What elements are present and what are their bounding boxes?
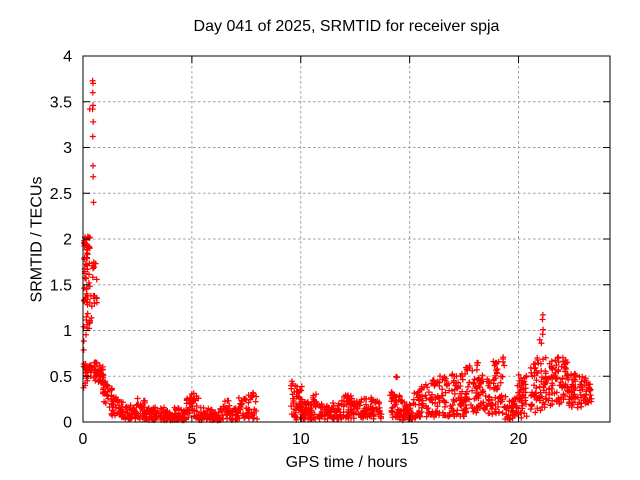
x-axis-label: GPS time / hours <box>285 454 408 471</box>
tick-labels: 0 5 10 15 20 0 0.5 1 1.5 2 2.5 3 3.5 4 <box>50 49 528 449</box>
x-tick-label: 20 <box>510 431 528 448</box>
y-tick-label: 1 <box>63 323 72 340</box>
y-tick-label: 1.5 <box>50 277 72 294</box>
y-tick-label: 0.5 <box>50 369 72 386</box>
scatter-points <box>80 77 595 424</box>
y-tick-label: 4 <box>63 49 72 66</box>
gridlines <box>83 56 610 422</box>
y-tick-label: 3.5 <box>50 94 72 111</box>
x-tick-label: 5 <box>187 431 196 448</box>
y-tick-label: 3 <box>63 140 72 157</box>
y-tick-label: 0 <box>63 415 72 432</box>
x-tick-label: 15 <box>401 431 419 448</box>
y-tick-label: 2 <box>63 232 72 249</box>
chart-title: Day 041 of 2025, SRMTID for receiver spj… <box>193 18 500 35</box>
x-tick-label: 10 <box>292 431 310 448</box>
y-axis-label: SRMTID / TECUs <box>28 176 46 303</box>
y-tick-label: 2.5 <box>50 186 72 203</box>
axis-ticks <box>82 55 610 423</box>
x-tick-label: 0 <box>79 431 88 448</box>
